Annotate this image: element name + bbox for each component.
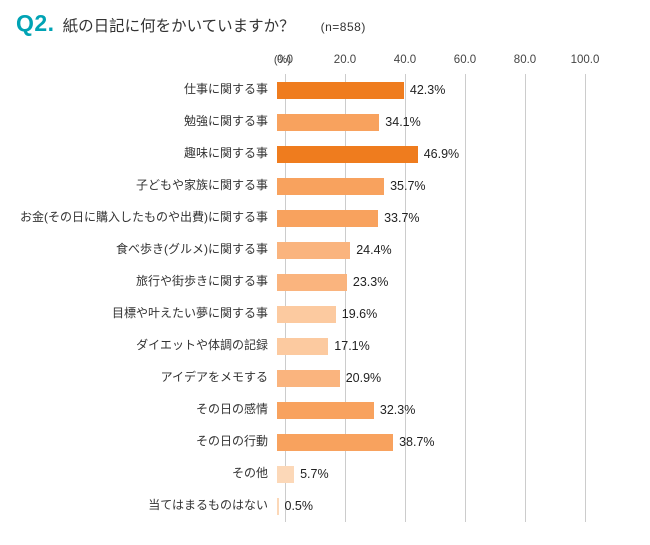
axis-tick-label: 80.0 — [513, 54, 537, 66]
value-label: 19.6% — [341, 307, 378, 321]
category-label: 食べ歩き(グルメ)に関する事 — [116, 242, 268, 257]
gridline — [405, 74, 406, 522]
gridline — [465, 74, 466, 522]
value-label: 23.3% — [352, 275, 389, 289]
gridline — [285, 74, 286, 522]
category-label: 趣味に関する事 — [183, 146, 268, 161]
bar — [277, 433, 394, 451]
value-label: 34.1% — [385, 115, 421, 129]
axis-unit-label: (%) — [273, 54, 291, 66]
bar-track: 19.6% — [277, 298, 577, 330]
bar-track: 32.3% — [277, 394, 577, 426]
bar-track: 23.3% — [277, 266, 577, 298]
bar-track: 20.9% — [277, 362, 577, 394]
bar — [277, 209, 379, 227]
chart-header: Q2. 紙の日記に何をかいていますか？ (n=858) — [0, 0, 650, 39]
axis-tick-label: 20.0 — [333, 54, 357, 66]
bar — [277, 337, 329, 355]
gridline — [585, 74, 586, 522]
bar — [277, 241, 351, 259]
value-label: 0.5% — [284, 499, 314, 513]
bar — [277, 305, 336, 323]
bar-chart: (%) 0.0 20.0 40.0 60.0 80.0 100.0 仕事に関する事 42.3… — [0, 54, 650, 522]
value-label: 17.1% — [334, 339, 370, 353]
bar — [277, 177, 385, 195]
chart-row: 子どもや家族に関する事 35.7% — [0, 170, 650, 202]
category-label: ダイエットや体調の記録 — [136, 338, 268, 353]
category-label: 旅行や街歩きに関する事 — [135, 274, 268, 289]
chart-row: 仕事に関する事 42.3% — [0, 74, 650, 106]
value-label: 5.7% — [300, 467, 329, 481]
bar — [277, 81, 404, 99]
value-label: 35.7% — [390, 179, 426, 193]
category-label: 勉強に関する事 — [183, 114, 268, 129]
value-label: 33.7% — [384, 211, 420, 225]
chart-row: 旅行や街歩きに関する事 23.3% — [0, 266, 650, 298]
category-label: 目標や叶えたい夢に関する事 — [111, 306, 268, 321]
chart-row: その日の感情 32.3% — [0, 394, 650, 426]
category-label: お金(その日に購入したものや出費)に関する事 — [20, 210, 268, 225]
bar — [277, 145, 418, 163]
bar-track: 33.7% — [277, 202, 577, 234]
chart-row: 勉強に関する事 34.1% — [0, 106, 650, 138]
bar — [277, 465, 295, 483]
gridline — [525, 74, 526, 522]
bar-track: 46.9% — [277, 138, 577, 170]
value-label: 38.7% — [399, 435, 435, 449]
bar-track: 5.7% — [277, 458, 577, 490]
category-label: アイデアをメモする — [160, 370, 268, 385]
bar — [277, 497, 279, 515]
chart-row: 当てはまるものはない 0.5% — [0, 490, 650, 522]
axis-tick-label: 40.0 — [393, 54, 417, 66]
chart-row: ダイエットや体調の記録 17.1% — [0, 330, 650, 362]
chart-row: 食べ歩き(グルメ)に関する事 24.4% — [0, 234, 650, 266]
chart-rows: 仕事に関する事 42.3% 勉強に関する事 34.1% 趣味に関する事 46.9% 子どもや… — [0, 74, 650, 522]
value-label: 46.9% — [423, 147, 460, 161]
gridline — [345, 74, 346, 522]
value-label: 32.3% — [379, 403, 416, 417]
chart-row: 目標や叶えたい夢に関する事 19.6% — [0, 298, 650, 330]
category-label: 子どもや家族に関する事 — [135, 178, 268, 193]
bar — [277, 401, 374, 419]
bar-track: 24.4% — [277, 234, 577, 266]
category-label: その日の行動 — [195, 434, 268, 449]
category-label: 仕事に関する事 — [183, 82, 268, 97]
axis-tick-label: 60.0 — [453, 54, 477, 66]
chart-row: 趣味に関する事 46.9% — [0, 138, 650, 170]
chart-title: 紙の日記に何をかいていますか？ — [62, 18, 295, 35]
value-label: 24.4% — [356, 243, 392, 257]
category-label: その日の感情 — [195, 402, 268, 417]
category-label: その他 — [231, 466, 268, 481]
bar-track: 17.1% — [277, 330, 577, 362]
x-axis-ticks: 0.0 20.0 40.0 60.0 80.0 100.0 — [277, 54, 599, 70]
axis-tick-label: 100.0 — [570, 54, 600, 66]
value-label: 20.9% — [345, 371, 382, 385]
bar-track: 42.3% — [277, 74, 577, 106]
chart-row: お金(その日に購入したものや出費)に関する事 33.7% — [0, 202, 650, 234]
chart-row: その他 5.7% — [0, 458, 650, 490]
bar-track: 35.7% — [277, 170, 577, 202]
bar-track: 38.7% — [277, 426, 577, 458]
bar — [277, 113, 380, 131]
bar — [277, 369, 340, 387]
chart-row: アイデアをメモする 20.9% — [0, 362, 650, 394]
bar — [277, 273, 347, 291]
chart-row: その日の行動 38.7% — [0, 426, 650, 458]
category-label: 当てはまるものはない — [148, 498, 268, 513]
sample-size: (n=858) — [320, 20, 366, 34]
bar-track: 0.5% — [277, 490, 577, 522]
value-label: 42.3% — [409, 83, 446, 97]
gridlines — [285, 74, 586, 522]
question-number: Q2. — [16, 10, 55, 36]
bar-track: 34.1% — [277, 106, 577, 138]
axis-tick-label: 0.0 — [277, 54, 293, 66]
